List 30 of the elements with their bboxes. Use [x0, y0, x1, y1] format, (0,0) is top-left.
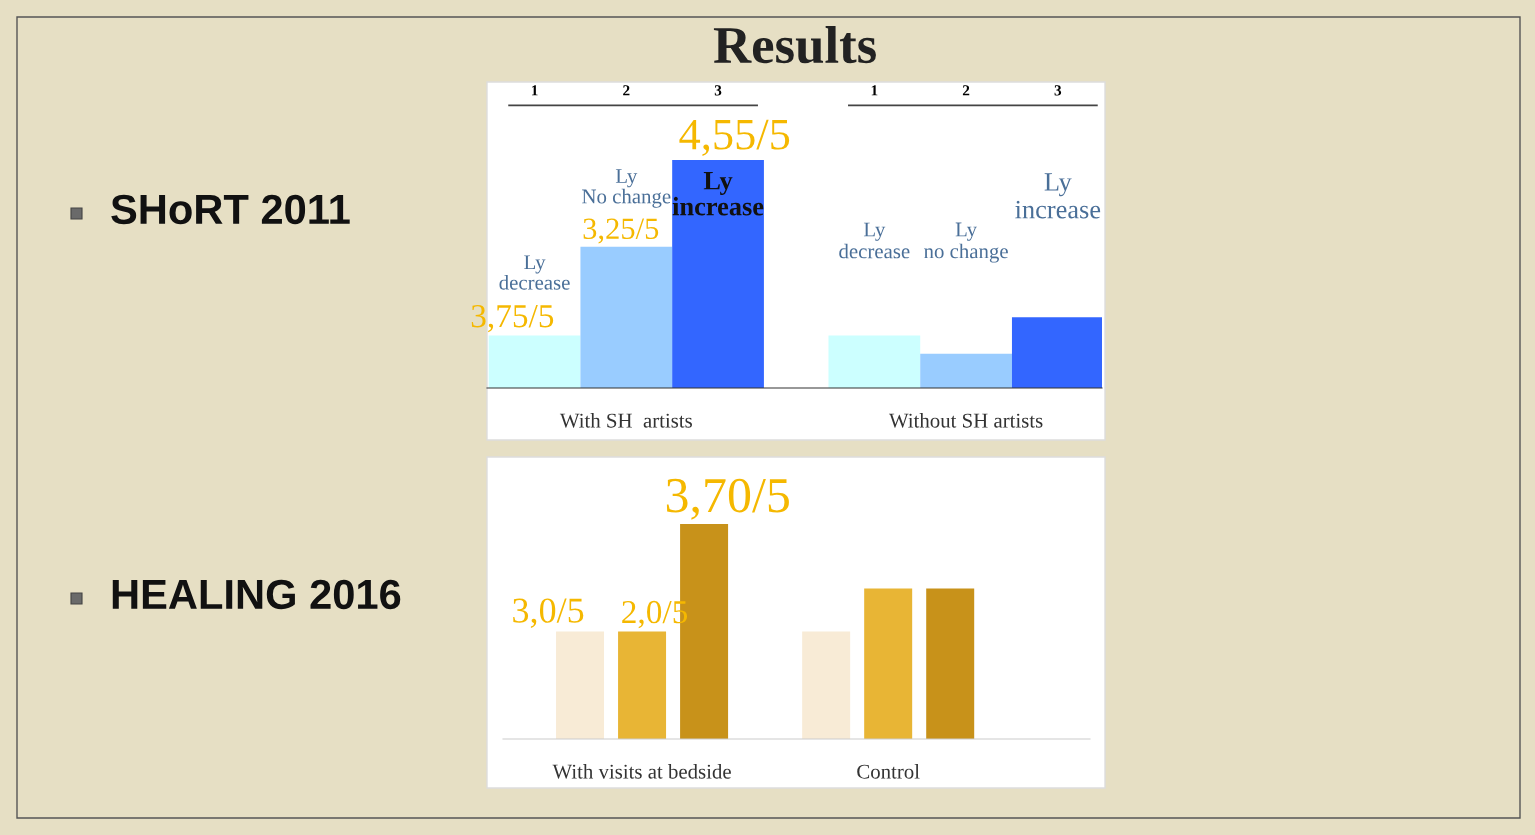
- annotation: 3,25/5: [583, 218, 659, 244]
- annotation: Ly decrease: [499, 255, 570, 290]
- annotation: Ly increase: [672, 172, 764, 216]
- text: 3: [714, 85, 722, 96]
- chart-title: Results: [713, 26, 876, 64]
- text: 3: [1054, 85, 1062, 96]
- text: HEALING 2016: [112, 579, 401, 610]
- annotation: 3,75/5: [471, 305, 554, 333]
- x-tick-label: With SH artists: [559, 413, 692, 428]
- text: 4,55/5: [679, 119, 790, 156]
- text: 1: [531, 85, 538, 96]
- x-tick-label: With visits at bedside: [552, 764, 731, 779]
- bar: [580, 246, 673, 388]
- x-tick-label: Without SH artists: [888, 413, 1043, 428]
- text: 2: [623, 85, 630, 96]
- bar: [1011, 317, 1102, 388]
- text: SHoRT 2011: [111, 194, 350, 225]
- annotation: Ly decrease: [839, 222, 910, 259]
- annotation: 3,0/5: [513, 598, 584, 628]
- bar: [920, 353, 1012, 388]
- bar: [828, 335, 921, 388]
- annotation: Ly No change: [582, 169, 671, 208]
- bar: [488, 335, 581, 388]
- annotation: Ly no change: [924, 222, 1008, 263]
- annotation: Ly increase: [1015, 173, 1101, 219]
- text: 3,70/5: [666, 478, 789, 520]
- x-tick-label: Control: [857, 764, 920, 779]
- text: 1: [871, 85, 878, 96]
- bar: [672, 160, 764, 388]
- text: 2: [962, 85, 970, 96]
